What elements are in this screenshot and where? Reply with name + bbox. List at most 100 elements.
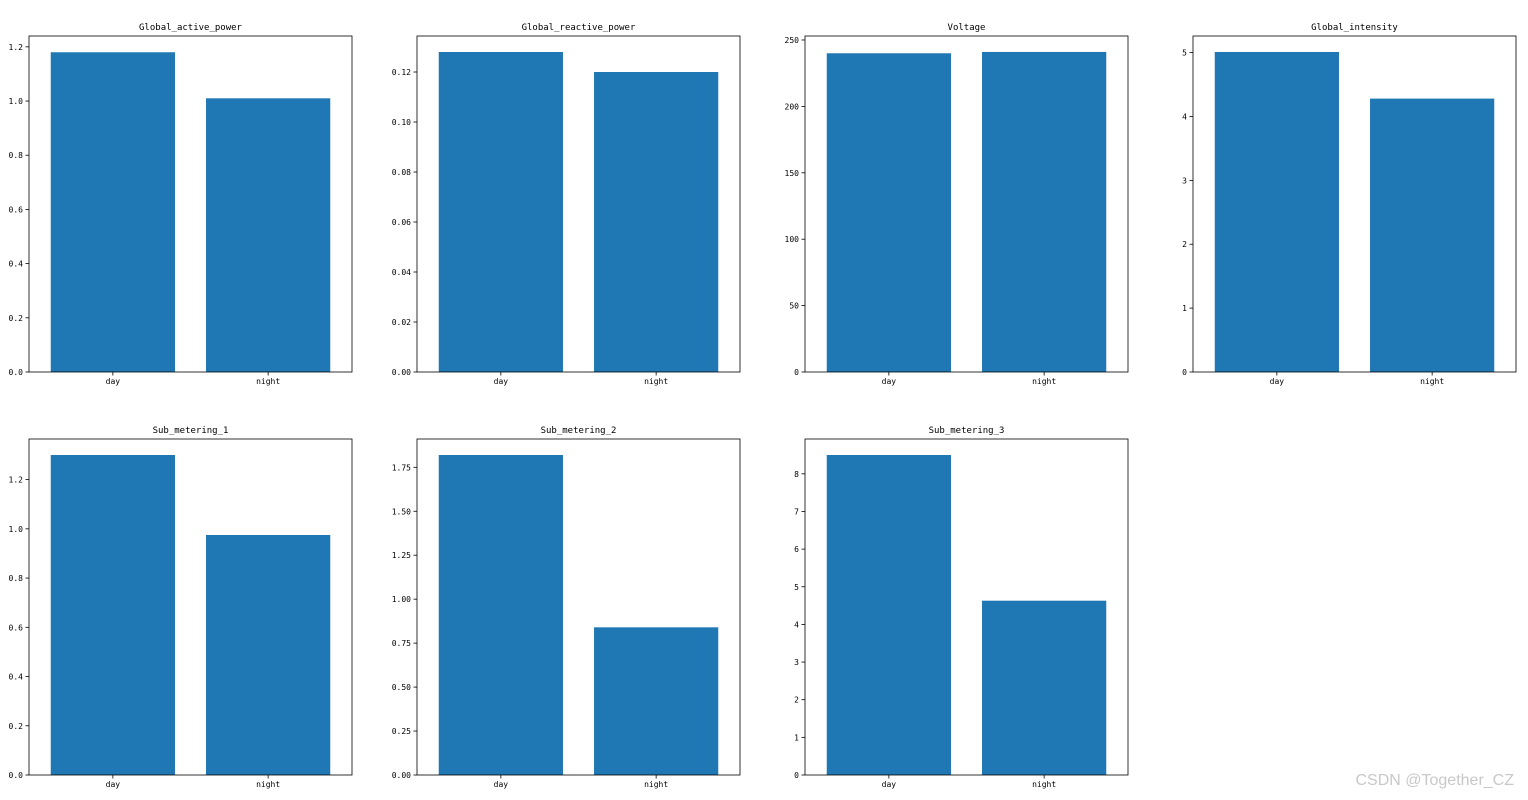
x-tick-label: night (644, 780, 668, 789)
x-tick-label: day (494, 377, 509, 386)
bar-day (438, 52, 563, 372)
chart-title: Sub_metering_2 (541, 426, 617, 436)
y-tick-label: 4 (1182, 112, 1187, 121)
y-tick-label: 0.0 (9, 771, 24, 780)
y-tick-label: 1.0 (9, 97, 24, 106)
y-tick-label: 0.50 (392, 683, 411, 692)
y-tick-label: 0 (1182, 368, 1187, 377)
y-tick-label: 0.2 (9, 722, 24, 731)
y-tick-label: 250 (785, 36, 800, 45)
chart-title: Global_reactive_power (522, 23, 636, 33)
bar-night (206, 535, 331, 775)
y-tick-label: 3 (1182, 176, 1187, 185)
x-tick-label: night (1032, 780, 1056, 789)
y-tick-label: 8 (794, 470, 799, 479)
y-tick-label: 0.8 (9, 574, 24, 583)
y-tick-label: 3 (794, 658, 799, 667)
bar-night (982, 600, 1107, 775)
x-tick-label: day (882, 377, 897, 386)
y-tick-label: 0 (794, 771, 799, 780)
y-tick-label: 0.06 (392, 218, 411, 227)
chart-title: Global_active_power (139, 23, 243, 33)
chart-title: Global_intensity (1311, 23, 1398, 33)
y-tick-label: 0.08 (392, 168, 411, 177)
bar-night (594, 627, 719, 775)
bar-day (826, 455, 951, 775)
y-tick-label: 0.10 (392, 118, 411, 127)
y-tick-label: 0.6 (9, 623, 24, 632)
x-tick-label: day (1270, 377, 1285, 386)
chart-title: Sub_metering_1 (153, 426, 229, 436)
axes-frame (1192, 35, 1517, 373)
y-tick-label: 5 (1182, 49, 1187, 58)
bar-day (50, 455, 175, 775)
bar-night (206, 98, 331, 373)
x-tick-label: day (106, 780, 121, 789)
x-tick-label: day (106, 377, 121, 386)
y-tick-label: 1 (794, 733, 799, 742)
subplot-6: day night 0.00 0.25 0.50 0.75 1.00 1.25 1.50 1.75… (392, 426, 741, 789)
bar-day (50, 52, 175, 373)
y-tick-label: 0.0 (9, 368, 24, 377)
y-tick-label: 50 (789, 302, 799, 311)
y-tick-label: 0.4 (9, 260, 24, 269)
axes-frame (416, 438, 741, 776)
y-tick-label: 5 (794, 583, 799, 592)
bar-night (982, 51, 1107, 372)
y-tick-label: 1.2 (9, 43, 24, 52)
x-tick-label: day (494, 780, 509, 789)
bar-night (594, 72, 719, 372)
y-tick-label: 1.25 (392, 551, 411, 560)
x-tick-label: night (644, 377, 668, 386)
subplot-2: day night 0.00 0.02 0.04 0.06 0.08 0.10 0.12 Glob… (392, 23, 741, 386)
y-tick-label: 1.50 (392, 507, 411, 516)
y-tick-label: 200 (785, 102, 800, 111)
y-tick-label: 0.2 (9, 314, 24, 323)
bar-night (1370, 98, 1495, 372)
y-tick-label: 150 (785, 169, 800, 178)
axes-frame (804, 438, 1129, 776)
subplot-1: day night 0.0 0.2 0.4 0.6 0.8 1.0 1.2 Global_acti… (9, 23, 353, 386)
y-tick-label: 7 (794, 507, 799, 516)
y-tick-label: 100 (785, 235, 800, 244)
x-tick-label: night (1032, 377, 1056, 386)
y-tick-label: 1 (1182, 304, 1187, 313)
y-tick-label: 0.00 (392, 771, 411, 780)
watermark-text: CSDN @Together_CZ (1355, 772, 1514, 789)
x-tick-label: night (256, 377, 280, 386)
bar-day (438, 455, 563, 775)
y-tick-label: 0.02 (392, 318, 411, 327)
axes-frame (28, 35, 353, 373)
y-tick-label: 0.75 (392, 639, 411, 648)
axes-frame (416, 35, 741, 373)
x-tick-label: night (256, 780, 280, 789)
x-tick-label: day (882, 780, 897, 789)
y-tick-label: 0.6 (9, 205, 24, 214)
y-tick-label: 0.8 (9, 151, 24, 160)
chart-title: Sub_metering_3 (929, 426, 1005, 436)
y-tick-label: 0.00 (392, 368, 411, 377)
axes-frame (804, 35, 1129, 373)
bar-day (1214, 51, 1339, 373)
y-tick-label: 1.2 (9, 476, 24, 485)
y-tick-label: 2 (1182, 240, 1187, 249)
axes-frame (28, 438, 353, 776)
subplot-4: day night 0 1 2 3 4 5 Global_intensity (1182, 23, 1517, 386)
y-tick-label: 1.00 (392, 595, 411, 604)
y-tick-label: 2 (794, 696, 799, 705)
subplot-7: day night 0 1 2 3 4 5 6 7 8 Sub_metering_3 (794, 426, 1129, 789)
subplot-3: day night 0 50 100 150 200 250 Voltage (785, 23, 1129, 386)
y-tick-label: 0.25 (392, 727, 411, 736)
bar-day (826, 53, 951, 372)
y-tick-label: 0.04 (392, 268, 411, 277)
y-tick-label: 0.4 (9, 673, 24, 682)
y-tick-label: 4 (794, 620, 799, 629)
x-tick-label: night (1420, 377, 1444, 386)
y-tick-label: 1.75 (392, 463, 411, 472)
y-tick-label: 0.12 (392, 68, 411, 77)
chart-title: Voltage (948, 23, 986, 33)
y-tick-label: 0 (794, 368, 799, 377)
y-tick-label: 6 (794, 545, 799, 554)
y-tick-label: 1.0 (9, 525, 24, 534)
